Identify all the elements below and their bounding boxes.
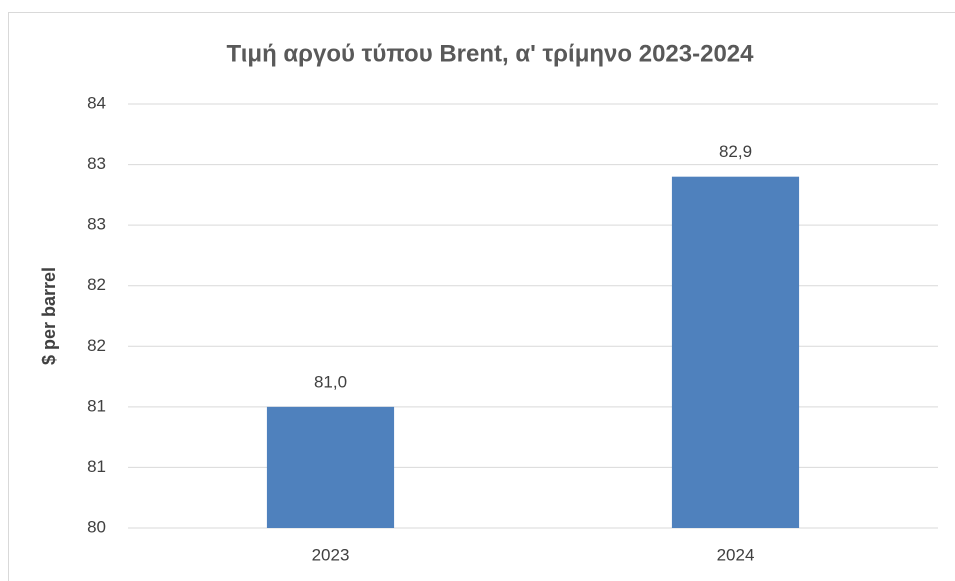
- y-tick-label: 83: [87, 154, 106, 173]
- y-tick-label: 81: [87, 457, 106, 476]
- y-tick-label: 80: [87, 517, 106, 536]
- x-tick-label: 2024: [717, 545, 755, 564]
- data-label: 82,9: [719, 142, 752, 161]
- y-tick-label: 83: [87, 215, 106, 234]
- chart-frame: [8, 12, 955, 581]
- y-tick-label: 82: [87, 336, 106, 355]
- y-tick-label: 84: [87, 93, 106, 112]
- chart-title: Τιμή αργού τύπου Brent, α' τρίμηνο 2023-…: [227, 40, 755, 67]
- data-label: 81,0: [314, 372, 347, 391]
- y-tick-label: 81: [87, 396, 106, 415]
- y-axis-label: $ per barrel: [39, 267, 59, 365]
- y-tick-label: 82: [87, 275, 106, 294]
- x-tick-label: 2023: [312, 545, 350, 564]
- bar: [671, 176, 800, 528]
- bar: [266, 406, 395, 528]
